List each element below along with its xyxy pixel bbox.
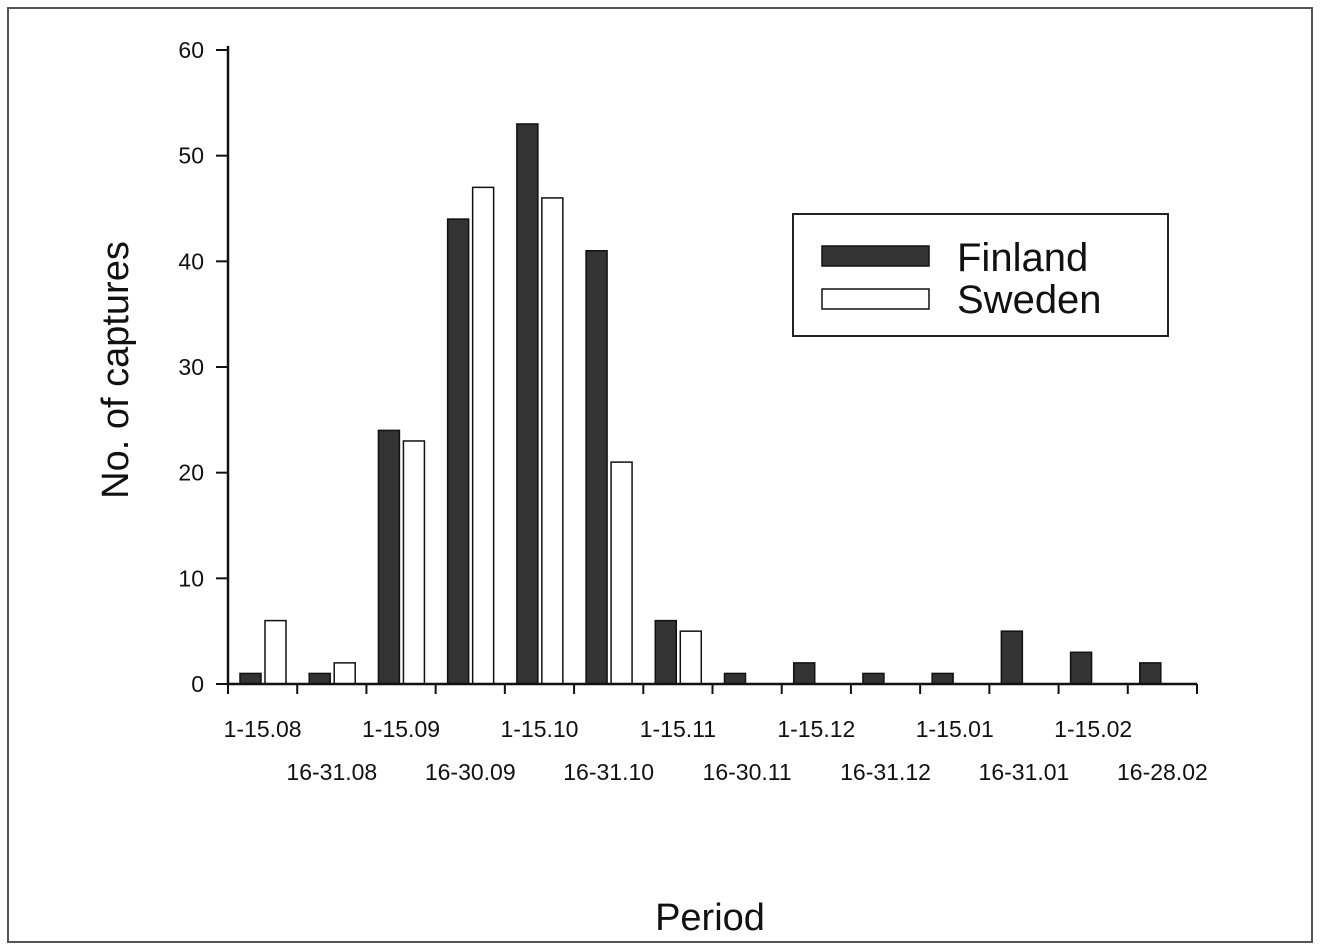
bar-finland-16-30.09 bbox=[446, 218, 470, 685]
bar-sweden-1-15.08 bbox=[264, 619, 287, 685]
x-tick-label-1-15.01: 1-15.01 bbox=[916, 716, 994, 742]
y-tick-label-0: 0 bbox=[191, 671, 204, 697]
bar-finland-1-15.11 bbox=[654, 619, 678, 685]
bar-finland-16-31.12 bbox=[862, 672, 885, 685]
bar-sweden-16-31.08 bbox=[333, 662, 356, 685]
x-tick-label-1-15.10: 1-15.10 bbox=[500, 716, 578, 742]
y-axis-title: No. of captures bbox=[95, 241, 137, 499]
bar-finland-16-31.10 bbox=[585, 250, 608, 685]
bar-finland-1-15.12 bbox=[792, 662, 816, 685]
x-tick-label-16-31.10: 16-31.10 bbox=[563, 759, 654, 785]
bar-finland-1-15.02 bbox=[1069, 651, 1093, 685]
bar-finland-16-31.01 bbox=[1000, 630, 1024, 685]
legend-swatch-finland bbox=[821, 245, 930, 267]
x-tick-label-16-30.11: 16-30.11 bbox=[703, 759, 792, 785]
x-tick-label-1-15.02: 1-15.02 bbox=[1054, 716, 1132, 742]
y-tick-label-20: 20 bbox=[178, 460, 204, 486]
legend-label-sweden: Sweden bbox=[957, 278, 1102, 322]
x-tick-label-1-15.09: 1-15.09 bbox=[362, 716, 440, 742]
legend-box bbox=[792, 213, 1169, 337]
bars-layer bbox=[239, 123, 1162, 685]
bar-sweden-16-31.10 bbox=[610, 461, 633, 685]
y-tick-label-10: 10 bbox=[178, 565, 204, 591]
legend-swatch-sweden bbox=[821, 288, 930, 310]
bar-sweden-1-15.09 bbox=[402, 440, 426, 685]
x-tick-label-16-31.08: 16-31.08 bbox=[286, 759, 377, 785]
x-tick-label-1-15.08: 1-15.08 bbox=[224, 716, 302, 742]
bar-finland-1-15.01 bbox=[931, 672, 954, 685]
bar-finland-16-31.08 bbox=[308, 672, 331, 685]
x-tick-label-16-30.09: 16-30.09 bbox=[425, 759, 516, 785]
x-axis-title: Period bbox=[655, 897, 765, 939]
bar-finland-1-15.09 bbox=[377, 429, 401, 685]
x-tick-label-16-28.02: 16-28.02 bbox=[1117, 759, 1208, 785]
bar-sweden-16-30.09 bbox=[471, 186, 495, 685]
x-tick-label-1-15.11: 1-15.11 bbox=[640, 716, 716, 742]
y-tick-label-60: 60 bbox=[178, 37, 204, 63]
bar-finland-16-28.02 bbox=[1139, 662, 1162, 685]
bar-finland-1-15.08 bbox=[239, 672, 262, 685]
bar-finland-16-30.11 bbox=[723, 672, 747, 685]
x-ticks-layer: 1-15.08 16-31.08 1-15.09 16-30.09 1-15.10 16-… bbox=[224, 684, 1208, 785]
legend: Finland Sweden bbox=[792, 213, 1169, 337]
bar-sweden-1-15.10 bbox=[541, 197, 564, 685]
y-tick-label-40: 40 bbox=[178, 248, 204, 274]
x-tick-label-1-15.12: 1-15.12 bbox=[777, 716, 855, 742]
figure-frame bbox=[7, 7, 1313, 943]
x-tick-label-16-31.01: 16-31.01 bbox=[979, 759, 1070, 785]
y-ticks-layer: 0 10 20 30 40 50 60 bbox=[178, 37, 228, 697]
x-tick-label-16-31.12: 16-31.12 bbox=[840, 759, 931, 785]
y-tick-label-50: 50 bbox=[178, 143, 204, 169]
bar-finland-1-15.10 bbox=[516, 123, 539, 685]
y-tick-label-30: 30 bbox=[178, 354, 204, 380]
legend-label-finland: Finland bbox=[957, 236, 1088, 280]
bar-sweden-1-15.11 bbox=[679, 630, 703, 685]
